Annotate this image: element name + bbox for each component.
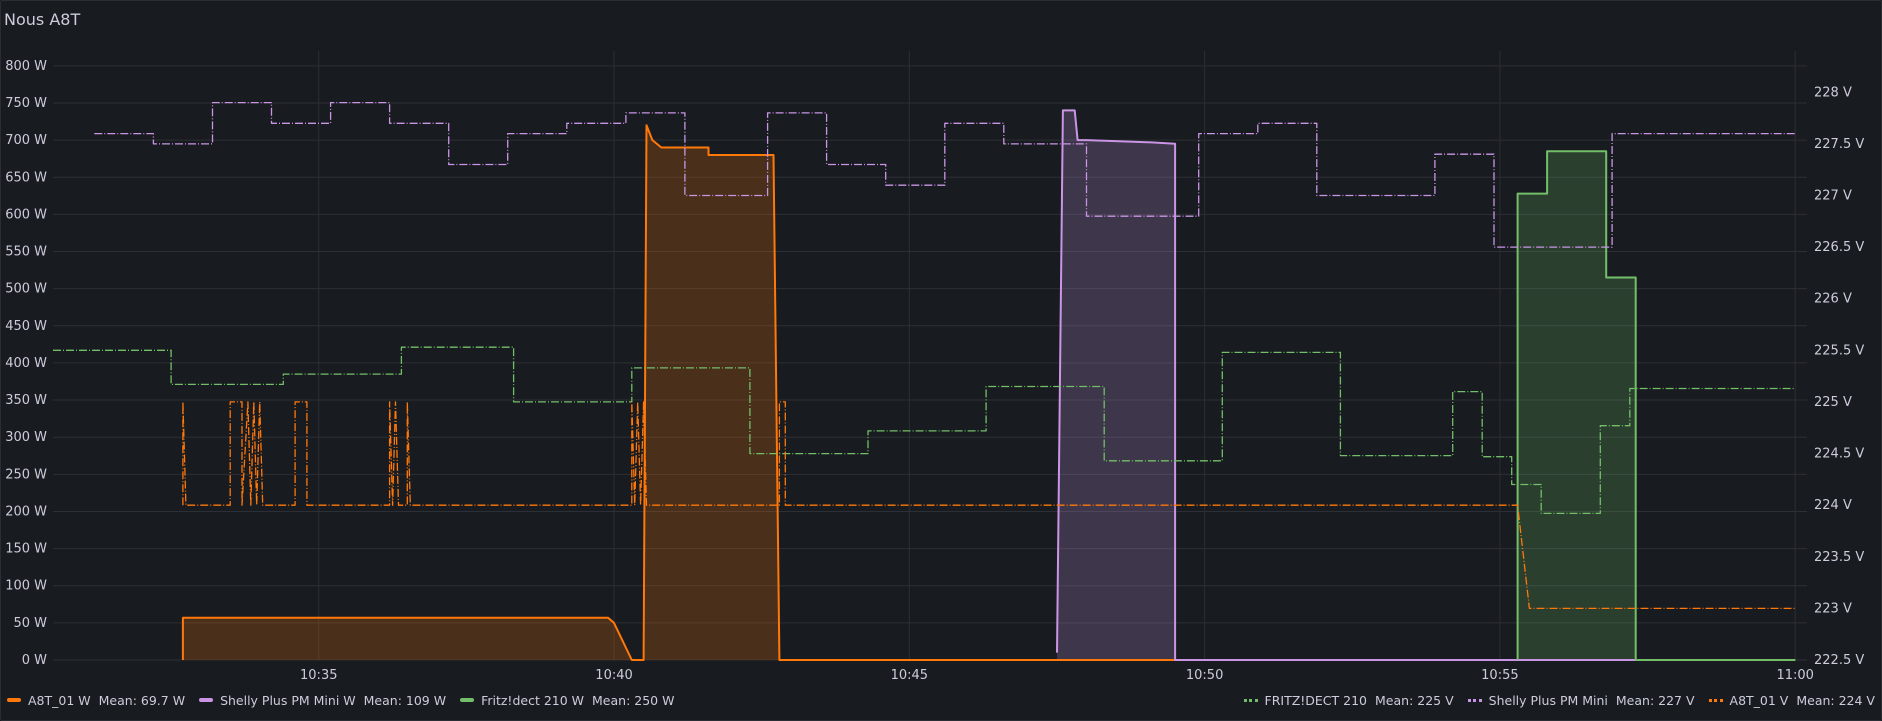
y-left-tick-label: 350 W	[5, 393, 47, 408]
y-right-tick-label: 223.5 V	[1814, 550, 1864, 565]
legend-series-name: A8T_01 W	[28, 692, 91, 708]
y-left-tick-label: 50 W	[13, 616, 47, 631]
y-left-tick-label: 800 W	[5, 59, 47, 74]
y-left-tick-label: 300 W	[5, 430, 47, 445]
series-fill-fritz-dect-210-w	[1517, 151, 1796, 661]
legend-swatch	[1708, 698, 1723, 702]
series-line-shelly-plus-pm-mini	[94, 101, 1796, 248]
x-tick-label: 10:55	[1481, 668, 1518, 681]
y-left-tick-label: 700 W	[5, 133, 47, 148]
legend-swatch	[1467, 698, 1482, 702]
y-right-tick-label: 228 V	[1814, 85, 1852, 100]
y-right-tick-label: 222.5 V	[1814, 653, 1864, 668]
series-line-a8t-01-w	[181, 124, 1796, 661]
y-right-tick-label: 223 V	[1814, 601, 1852, 616]
legend-series-name: FRITZ!DECT 210	[1264, 692, 1368, 708]
legend-swatch	[199, 698, 214, 702]
legend-series-mean: Mean: 227 V	[1615, 692, 1695, 708]
y-axis-right: 222.5 V 223 V 223.5 V 224 V 224.5 V 225 V 225.…	[1814, 85, 1864, 668]
time-series-chart[interactable]: 0 W 50 W 100 W 150 W 200 W 250 W 300 W 350 W 400…	[1, 1, 1881, 681]
panel-title: Nous A8T	[4, 10, 81, 29]
legend-series-name: Shelly Plus PM Mini W	[220, 692, 356, 708]
y-right-tick-label: 226 V	[1814, 292, 1852, 307]
y-left-tick-label: 650 W	[5, 170, 47, 185]
x-axis: 10:35 10:40 10:45 10:50 10:55 11:00	[300, 668, 1814, 681]
legend-series-mean: Mean: 109 W	[363, 692, 447, 708]
legend-item[interactable]: A8T_01 W Mean: 69.7 W	[7, 693, 185, 708]
y-left-tick-label: 200 W	[5, 504, 47, 519]
x-tick-label: 10:45	[891, 668, 928, 681]
legend-series-name: A8T_01 V	[1729, 692, 1789, 708]
series-fills	[182, 110, 1796, 661]
y-left-tick-label: 0 W	[22, 653, 47, 668]
series-fill-shelly-plus-pm-mini-w	[1057, 110, 1796, 660]
y-axis-left: 0 W 50 W 100 W 150 W 200 W 250 W 300 W 350 W 400…	[5, 59, 47, 668]
x-tick-label: 10:50	[1186, 668, 1223, 681]
y-right-tick-label: 227 V	[1814, 189, 1852, 204]
legend-item[interactable]: A8T_01 V Mean: 224 V	[1708, 692, 1875, 708]
x-tick-label: 11:00	[1776, 668, 1813, 681]
y-left-tick-label: 600 W	[5, 207, 47, 222]
y-right-tick-label: 225 V	[1814, 395, 1852, 410]
y-left-tick-label: 750 W	[5, 96, 47, 111]
legend-item[interactable]: Shelly Plus PM Mini Mean: 227 V	[1467, 692, 1695, 708]
y-right-tick-label: 225.5 V	[1814, 343, 1864, 358]
y-right-tick-label: 227.5 V	[1814, 137, 1864, 152]
legend-series-mean: Mean: 224 V	[1796, 692, 1875, 708]
legend-swatch	[7, 698, 21, 702]
y-right-tick-label: 224 V	[1814, 498, 1852, 513]
y-left-tick-label: 550 W	[5, 245, 47, 260]
y-right-tick-label: 226.5 V	[1814, 240, 1864, 255]
legend-series-mean: Mean: 225 V	[1375, 692, 1454, 708]
series-line-fritz-dect-210	[53, 346, 1796, 515]
legend-item[interactable]: Shelly Plus PM Mini W Mean: 109 W	[199, 693, 446, 708]
x-tick-label: 10:40	[595, 668, 632, 681]
y-left-tick-label: 400 W	[5, 356, 47, 371]
legend-item[interactable]: FRITZ!DECT 210 Mean: 225 V	[1243, 692, 1454, 708]
y-right-tick-label: 224.5 V	[1814, 447, 1864, 462]
y-left-tick-label: 250 W	[5, 467, 47, 482]
legend-right: FRITZ!DECT 210 Mean: 225 V Shelly Plus PM …	[1230, 691, 1875, 709]
legend-left: A8T_01 W Mean: 69.7 W Shelly Plus PM Mini …	[7, 691, 688, 709]
legend-series-name: Fritz!dect 210 W	[481, 692, 585, 708]
legend-swatch	[460, 698, 475, 702]
legend-series-mean: Mean: 69.7 W	[98, 692, 186, 708]
series-line-fritz-dect-210-w	[1516, 150, 1796, 661]
legend-swatch	[1243, 698, 1258, 702]
series-line-a8t-01-v	[182, 401, 1796, 610]
legend-series-mean: Mean: 250 W	[592, 692, 675, 708]
series-line-shelly-plus-pm-mini-w	[1056, 109, 1796, 661]
x-tick-label: 10:35	[300, 668, 337, 681]
legend-series-name: Shelly Plus PM Mini	[1488, 692, 1608, 708]
y-left-tick-label: 500 W	[5, 282, 47, 297]
y-left-tick-label: 100 W	[5, 579, 47, 594]
legend-item[interactable]: Fritz!dect 210 W Mean: 250 W	[460, 693, 674, 708]
y-left-tick-label: 450 W	[5, 319, 47, 334]
grid	[53, 51, 1807, 661]
series-lines	[53, 101, 1796, 661]
y-left-tick-label: 150 W	[5, 542, 47, 557]
